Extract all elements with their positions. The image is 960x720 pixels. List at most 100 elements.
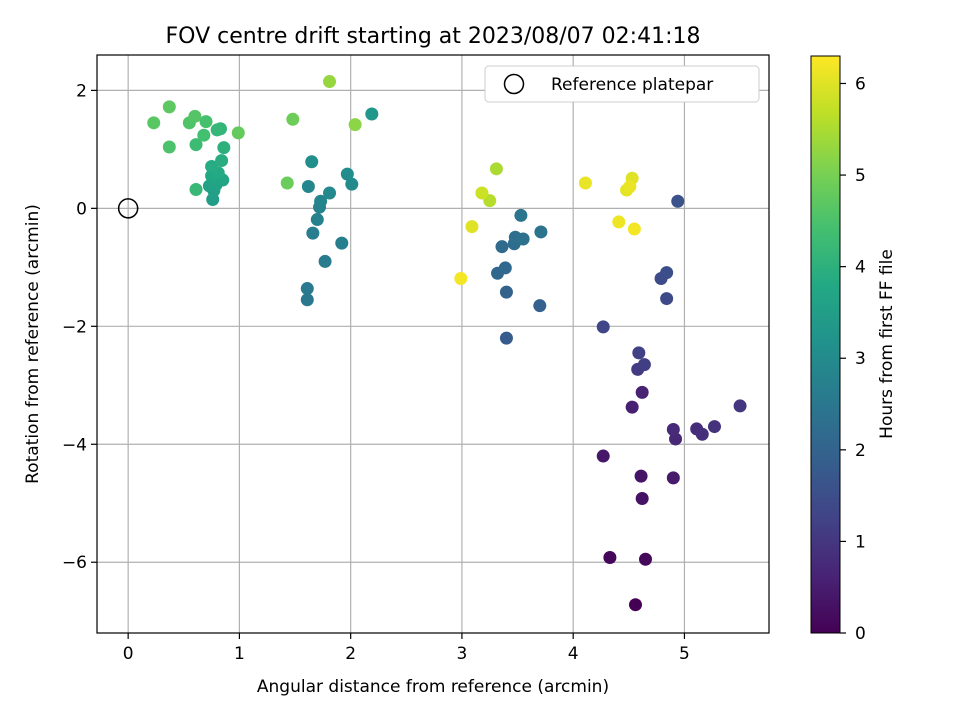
data-point	[465, 220, 479, 234]
data-point	[514, 208, 528, 222]
data-point	[596, 449, 610, 463]
data-point	[147, 116, 161, 130]
plot-frame	[96, 54, 770, 634]
data-point	[323, 75, 337, 89]
x-tick-label: 0	[123, 644, 134, 664]
data-point	[348, 118, 362, 132]
data-point	[596, 320, 610, 334]
x-tick-label: 1	[234, 644, 245, 664]
x-tick-label: 4	[568, 644, 579, 664]
y-tick-label: −6	[62, 553, 87, 573]
x-axis-ticks: 0 1 2 3 4 5	[123, 633, 690, 664]
data-point	[635, 385, 649, 399]
legend-label: Reference platepar	[551, 75, 713, 95]
colorbar-gradient	[810, 55, 841, 634]
data-point	[335, 236, 349, 250]
data-point	[623, 180, 637, 194]
legend: Reference platepar	[484, 65, 760, 103]
data-point	[197, 128, 211, 142]
x-tick-label: 5	[679, 644, 690, 664]
data-point	[666, 423, 680, 437]
colorbar-ticks: 0 1 2 3 4 5 6	[840, 74, 866, 644]
colorbar-tick-label: 6	[855, 74, 866, 94]
y-tick-label: −2	[62, 317, 87, 337]
data-point	[612, 215, 626, 229]
data-point	[660, 266, 674, 280]
data-point	[314, 194, 328, 208]
data-point	[300, 293, 314, 307]
data-point	[625, 400, 639, 414]
data-point	[306, 226, 320, 240]
x-tick-label: 2	[345, 644, 356, 664]
data-point	[498, 261, 512, 275]
data-point	[162, 140, 176, 154]
data-point	[632, 346, 646, 360]
data-point	[475, 186, 489, 200]
data-point	[162, 100, 176, 114]
data-point	[628, 598, 642, 612]
data-point	[578, 176, 592, 190]
data-point	[660, 292, 674, 306]
data-point	[301, 180, 315, 194]
chart-title: FOV centre drift starting at 2023/08/07 …	[166, 24, 701, 49]
legend-marker-icon	[503, 73, 525, 95]
data-point	[305, 155, 319, 169]
data-point	[627, 222, 641, 236]
data-point	[286, 112, 300, 126]
y-axis-label: Rotation from reference (arcmin)	[23, 204, 43, 484]
data-point	[666, 471, 680, 485]
grid-lines	[97, 55, 769, 633]
data-point	[188, 109, 202, 123]
data-point	[499, 285, 513, 299]
colorbar-tick-label: 0	[855, 624, 866, 644]
data-point	[210, 123, 224, 137]
data-point	[454, 272, 468, 286]
reference-platepar-marker	[117, 198, 139, 219]
data-point	[365, 107, 379, 121]
data-point	[300, 282, 314, 296]
colorbar-label: Hours from first FF file	[877, 249, 897, 439]
data-point	[635, 492, 649, 506]
data-points	[147, 75, 747, 612]
data-point	[310, 213, 324, 227]
colorbar: 0 1 2 3 4 5 6 Hours from first FF file	[810, 55, 897, 644]
colorbar-tick-label: 3	[855, 349, 866, 369]
y-tick-label: 0	[76, 199, 87, 219]
colorbar-tick-label: 5	[855, 166, 866, 186]
data-point	[323, 186, 337, 200]
reference-marker	[117, 198, 139, 219]
x-axis-label: Angular distance from reference (arcmin)	[257, 677, 609, 697]
data-point	[603, 551, 617, 565]
data-point	[495, 240, 509, 254]
data-point	[489, 162, 503, 176]
y-axis-ticks: −6 −4 −2 0 2	[62, 81, 97, 573]
data-point	[189, 138, 203, 152]
data-point	[217, 141, 231, 155]
data-point	[499, 331, 513, 345]
y-tick-label: −4	[62, 435, 87, 455]
data-point	[707, 420, 721, 434]
data-point	[205, 159, 219, 173]
x-tick-label: 3	[457, 644, 468, 664]
data-point	[733, 399, 747, 413]
colorbar-tick-label: 1	[855, 532, 866, 552]
colorbar-tick-label: 2	[855, 441, 866, 461]
data-point	[639, 552, 653, 566]
data-point	[199, 115, 213, 129]
data-point	[671, 194, 685, 208]
data-point	[280, 176, 294, 190]
data-point	[695, 427, 709, 441]
data-point	[637, 358, 651, 372]
data-point	[215, 154, 229, 168]
data-point	[634, 469, 648, 483]
colorbar-tick-label: 4	[855, 258, 866, 278]
data-point	[345, 177, 359, 191]
data-point	[231, 126, 245, 140]
data-point	[534, 225, 548, 239]
data-point	[533, 299, 547, 313]
data-point	[340, 167, 354, 181]
data-point	[318, 254, 332, 268]
data-point	[189, 182, 203, 196]
data-point	[516, 232, 530, 246]
